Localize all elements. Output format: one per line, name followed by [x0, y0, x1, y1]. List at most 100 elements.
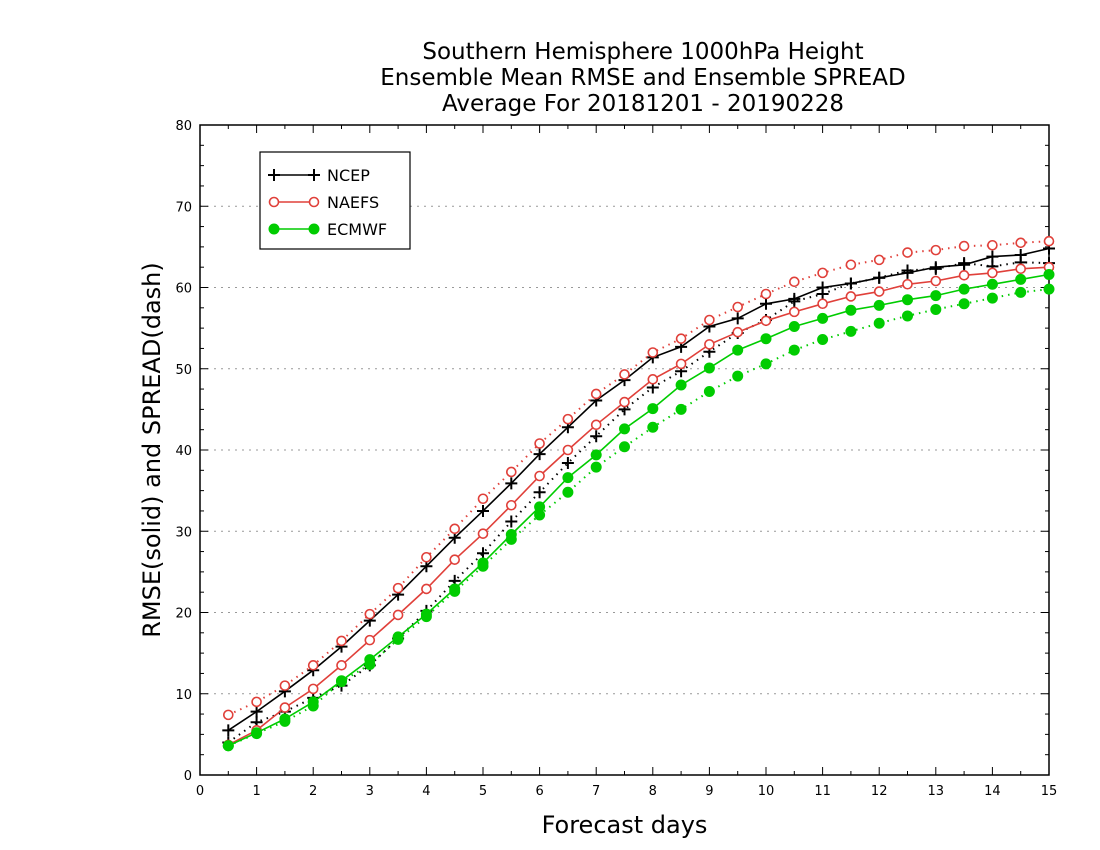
- data-point: [392, 582, 404, 594]
- data-point: [477, 547, 489, 560]
- data-point: [930, 275, 942, 287]
- data-point: [1043, 283, 1055, 295]
- chart-title-line: Average For 20181201 - 20190228: [442, 91, 844, 117]
- data-point: [251, 696, 262, 708]
- x-tick-label: 5: [479, 784, 487, 799]
- data-point: [336, 660, 347, 671]
- data-point: [279, 702, 291, 713]
- data-point: [222, 724, 235, 737]
- data-point: [760, 315, 772, 327]
- data-point: [817, 298, 828, 310]
- data-point: [675, 358, 687, 370]
- data-point: [421, 583, 432, 595]
- x-tick-label: 13: [928, 784, 945, 799]
- data-point: [845, 304, 857, 316]
- data-point: [534, 438, 545, 449]
- data-point: [562, 444, 574, 456]
- data-point: [788, 306, 800, 318]
- legend-marker: [308, 223, 320, 235]
- data-point: [392, 609, 404, 621]
- x-tick-label: 2: [309, 784, 317, 799]
- data-point: [1015, 237, 1027, 249]
- x-tick-label: 8: [649, 784, 657, 799]
- legend-label: NAEFS: [327, 193, 379, 212]
- data-point: [675, 403, 687, 415]
- series-layer: [222, 235, 1055, 752]
- data-point: [817, 312, 829, 324]
- data-point: [845, 291, 857, 302]
- x-tick-label: 6: [535, 784, 543, 799]
- data-point: [307, 683, 319, 695]
- data-point: [222, 740, 234, 752]
- data-point: [364, 659, 376, 670]
- data-point: [505, 477, 518, 490]
- data-point: [873, 317, 885, 329]
- data-point: [845, 259, 857, 271]
- data-point: [619, 396, 630, 408]
- y-tick-label: 60: [175, 282, 192, 297]
- y-tick-label: 0: [184, 769, 192, 784]
- data-point: [562, 413, 574, 425]
- data-point: [844, 277, 857, 290]
- series-line-spread: [227, 261, 1050, 744]
- data-point: [788, 276, 800, 288]
- data-point: [930, 303, 942, 315]
- data-point: [562, 486, 574, 498]
- data-point: [788, 321, 800, 332]
- data-point: [760, 358, 772, 370]
- data-point: [533, 448, 546, 461]
- data-point: [1015, 273, 1027, 285]
- data-point: [902, 247, 913, 258]
- x-tick-label: 15: [1041, 784, 1058, 799]
- data-point: [477, 528, 489, 539]
- x-tick-label: 1: [252, 784, 260, 799]
- y-tick-label: 30: [175, 525, 192, 540]
- data-point: [251, 728, 263, 740]
- data-point: [505, 515, 518, 528]
- x-tick-label: 0: [196, 784, 204, 799]
- data-point: [760, 333, 772, 345]
- legend-label: NCEP: [327, 166, 370, 185]
- data-point: [873, 299, 885, 311]
- x-tick-label: 10: [758, 784, 775, 799]
- legend-box: [259, 151, 411, 250]
- data-point: [987, 267, 998, 279]
- data-point: [307, 660, 319, 671]
- data-point: [477, 493, 489, 505]
- data-point: [1015, 263, 1027, 275]
- data-point: [902, 294, 913, 306]
- series-line-rmse: [227, 247, 1050, 731]
- data-point: [336, 676, 347, 688]
- legend-marker: [308, 169, 320, 181]
- data-point: [817, 334, 829, 345]
- data-point: [421, 551, 432, 563]
- data-point: [929, 262, 942, 275]
- data-point: [817, 267, 828, 279]
- data-point: [902, 278, 913, 290]
- data-point: [449, 554, 461, 565]
- legend-marker: [268, 196, 280, 208]
- legend: NCEP NAEFS ECMWF: [259, 151, 411, 250]
- data-point: [732, 301, 744, 313]
- data-point: [505, 533, 517, 545]
- data-point: [279, 680, 291, 691]
- data-point: [873, 271, 886, 284]
- legend-marker: [308, 196, 320, 208]
- data-point: [675, 379, 687, 391]
- data-point: [449, 585, 461, 597]
- data-point: [336, 635, 347, 647]
- data-point: [619, 423, 630, 435]
- data-point: [647, 347, 659, 358]
- y-tick-label: 40: [175, 444, 192, 459]
- legend-marker: [268, 223, 280, 235]
- data-point: [873, 254, 885, 266]
- data-point: [619, 441, 630, 453]
- data-point: [958, 257, 971, 270]
- x-axis-label: Forecast days: [542, 811, 708, 839]
- data-point: [590, 461, 602, 473]
- data-point: [873, 286, 885, 297]
- data-point: [986, 292, 998, 304]
- data-point: [704, 314, 715, 326]
- series-rmse-2: [223, 261, 1055, 751]
- y-tick-label: 80: [175, 119, 192, 134]
